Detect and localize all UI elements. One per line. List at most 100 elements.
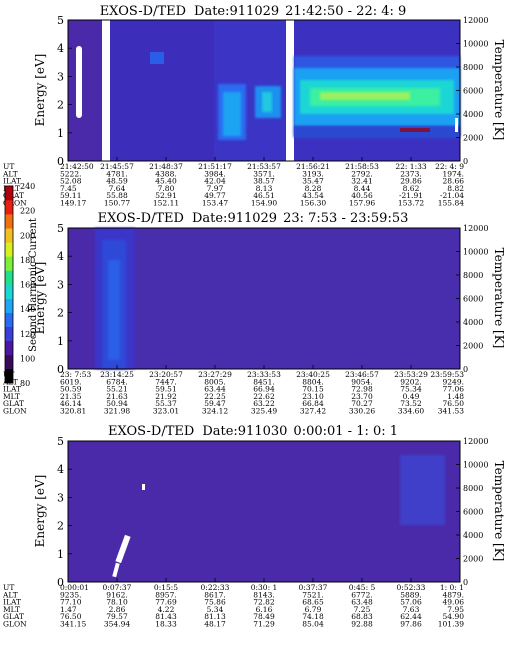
panel-1-data-gap-1 bbox=[102, 20, 110, 161]
panel-1-cell: 3571. bbox=[253, 169, 274, 178]
panel-3-cell: 0:37:37 bbox=[299, 583, 328, 592]
panel-3-cell: 6.16 bbox=[256, 605, 273, 614]
panel-2-ytick-label: 4 bbox=[57, 250, 64, 263]
panel-2-cell: 66.94 bbox=[253, 385, 275, 394]
panel-1-cell: 4388. bbox=[155, 169, 176, 178]
panel-3-cell: 18.33 bbox=[155, 620, 177, 629]
panel-2-cell: 7447. bbox=[155, 377, 176, 386]
panel-1-yticks: 0 1 2 3 4 5 bbox=[57, 14, 72, 168]
panel-2-title: EXOS-D/TED Date:911029 23: 7:53 - 23:59:53 bbox=[98, 211, 409, 226]
panel-2-ytick-label: 5 bbox=[57, 222, 64, 235]
colorbar-tick-label: 180 bbox=[20, 256, 35, 265]
panel-1-ylabel: Energy [eV] bbox=[33, 54, 47, 127]
panel-2-row-label: ILAT bbox=[3, 385, 21, 394]
panel-3-cell: 8143. bbox=[253, 590, 274, 599]
panel-3-cell: 68.83 bbox=[351, 612, 373, 621]
colorbar-swatch bbox=[5, 368, 13, 384]
panel-3-cell: 0:30: 1 bbox=[251, 583, 278, 592]
panel-1-y2tick-label: 2000 bbox=[463, 134, 483, 143]
panel-2-cell: 321.98 bbox=[104, 407, 130, 416]
panel-3-cell: 354.94 bbox=[104, 620, 130, 629]
panel-3-cell: 1.47 bbox=[60, 605, 77, 614]
panel-2-cell: 327.42 bbox=[300, 407, 326, 416]
panel-1-cell: 21:53:57 bbox=[247, 162, 281, 171]
panel-2-ytick-label: 2 bbox=[57, 307, 64, 320]
panel-2-ylabel: Energy [eV] bbox=[33, 262, 47, 335]
panel-3-y2label: Temperature [K] bbox=[492, 461, 505, 562]
panel-2-y2label: Temperature [K] bbox=[492, 248, 505, 349]
panel-3-row-label: MLT bbox=[3, 605, 20, 614]
panel-3-background bbox=[68, 441, 460, 582]
panel-3-cell: 62.44 bbox=[400, 612, 422, 621]
panel-2-cell: 330.26 bbox=[349, 407, 375, 416]
panel-2-cell: 324.12 bbox=[202, 407, 228, 416]
panel-3-cell: 9235. bbox=[60, 590, 81, 599]
panel-3-y2tick-label: 4000 bbox=[463, 531, 483, 540]
colorbar-swatch bbox=[5, 270, 13, 285]
colorbar-swatch bbox=[5, 340, 13, 356]
panel-2-y2tick-label: 8000 bbox=[463, 271, 483, 280]
panel-3-cell: 6772. bbox=[351, 590, 372, 599]
colorbar-swatch bbox=[5, 242, 13, 257]
panel-1-cell: 153.47 bbox=[202, 199, 228, 208]
panel-1-row-label: ILAT bbox=[3, 177, 21, 186]
panel-1-row-label: GLAT bbox=[3, 191, 24, 200]
panel-2-heatmap bbox=[67, 227, 461, 370]
panel-1-y2tick-label: 12000 bbox=[463, 16, 488, 25]
panel-2-cell: 23:53:29 bbox=[394, 370, 428, 379]
panel-2-yticks: 0 1 2 3 4 5 bbox=[57, 222, 72, 376]
panel-2-cell: 22.62 bbox=[253, 392, 275, 401]
panel-3-cell: 49.06 bbox=[443, 598, 465, 607]
colorbar-label: Second Harmonic Current bbox=[28, 218, 39, 352]
panel-1-cell: 43.54 bbox=[302, 191, 324, 200]
panel-3-row-label: ILAT bbox=[3, 598, 21, 607]
panel-1-row-label: GLON bbox=[3, 199, 27, 208]
colorbar-swatch bbox=[5, 298, 13, 313]
panel-1-ytick-label: 1 bbox=[57, 127, 64, 140]
panel-1-cell: 8.13 bbox=[256, 184, 273, 193]
panel-2-cell: 23:14:25 bbox=[100, 370, 134, 379]
colorbar-tick-label: 120 bbox=[20, 330, 35, 339]
panel-1-row-label: ALT bbox=[2, 169, 18, 178]
panel-1-y2ticks: 0 2000 4000 6000 8000 10000 12000 bbox=[456, 16, 488, 166]
panel-1-cell: 3984. bbox=[204, 169, 225, 178]
panel-3-cell: 0:22:33 bbox=[201, 583, 230, 592]
panel-1-cell: 153.72 bbox=[398, 199, 424, 208]
panel-2-cell: 9249. bbox=[443, 377, 464, 386]
panel-2-y2ticks: 0 2000 4000 6000 8000 10000 12000 bbox=[456, 224, 488, 374]
panel-1-cell: 32.41 bbox=[351, 177, 372, 186]
panel-3-heatmap bbox=[67, 440, 461, 583]
panel-2-y2tick-label: 12000 bbox=[463, 224, 488, 233]
panel-1-cell: 28.66 bbox=[443, 177, 465, 186]
panel-2-cell: 23:33:53 bbox=[247, 370, 281, 379]
panel-1-cell: 40.56 bbox=[351, 191, 373, 200]
panel-2-cell: 334.60 bbox=[398, 407, 424, 416]
panel-2-cell: 72.98 bbox=[351, 385, 373, 394]
panel-3-y2tick-label: 10000 bbox=[463, 461, 488, 470]
panel-3-cell: 0:07:37 bbox=[103, 583, 132, 592]
panel-1-cell: 22: 1:33 bbox=[395, 162, 427, 171]
panel-1-cell: 46.51 bbox=[253, 191, 274, 200]
panel-1-y2tick-label: 0 bbox=[463, 157, 468, 166]
panel-3-cell: 0:00:01 bbox=[60, 583, 89, 592]
panel-1-cell: 29.86 bbox=[400, 177, 422, 186]
panel-1-cell: 59.11 bbox=[60, 191, 81, 200]
panel-2-ytick-label: 1 bbox=[57, 335, 64, 348]
panel-3-cell: 76.50 bbox=[60, 612, 82, 621]
panel-2-cell: 55.21 bbox=[106, 385, 127, 394]
panel-3-cell: 63.48 bbox=[351, 598, 373, 607]
panel-1-cell: 52.91 bbox=[155, 191, 176, 200]
panel-2-y2tick-label: 4000 bbox=[463, 318, 483, 327]
panel-3-y2ticks: 0 2000 4000 6000 8000 10000 12000 bbox=[456, 437, 488, 587]
panel-3-cell: 72.82 bbox=[253, 598, 275, 607]
panel-1-cell: 55.88 bbox=[106, 191, 128, 200]
panel-1-ytick-label: 3 bbox=[57, 70, 64, 83]
panel-3-cell: 2.86 bbox=[109, 605, 126, 614]
panel-1-cell: 1974. bbox=[443, 169, 464, 178]
panel-2-cell: 50.94 bbox=[106, 399, 128, 408]
panel-3-cell: 92.88 bbox=[351, 620, 373, 629]
panel-1-cell: -21.91 bbox=[399, 191, 423, 200]
